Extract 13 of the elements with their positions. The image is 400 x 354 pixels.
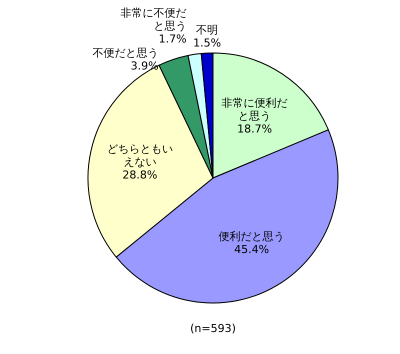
slice-label: 非常に便利だと思う <box>222 96 288 123</box>
text: (n=593) <box>190 322 236 335</box>
data-label: 1.5% <box>193 36 222 50</box>
slice-label: 非常に不便だと思う <box>120 6 187 32</box>
slice-label: 不明 <box>196 24 218 36</box>
data-label: 45.4% <box>234 242 270 256</box>
slice-label: どちらともいえない <box>106 142 173 169</box>
data-label: 3.9% <box>130 59 159 72</box>
slice-label: 不便だと思う <box>92 46 159 60</box>
data-label: 1.7% <box>158 32 187 46</box>
slice-label: 便利だと思う <box>218 230 285 243</box>
data-label: 18.7% <box>237 122 272 136</box>
data-label: 28.8% <box>122 168 158 182</box>
